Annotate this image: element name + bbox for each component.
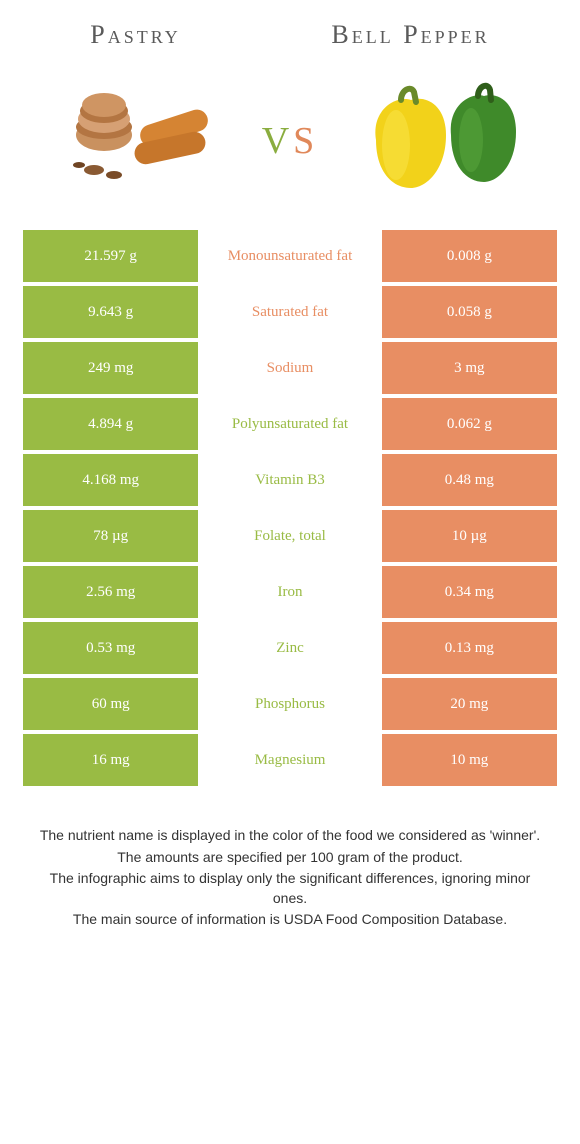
table-row: 4.894 gPolyunsaturated fat0.062 g bbox=[23, 398, 557, 450]
right-value: 0.058 g bbox=[382, 286, 557, 338]
left-value: 21.597 g bbox=[23, 230, 198, 282]
right-value: 10 µg bbox=[382, 510, 557, 562]
table-row: 249 mgSodium3 mg bbox=[23, 342, 557, 394]
header-row: Pastry Bell Pepper bbox=[15, 20, 565, 50]
right-value: 0.48 mg bbox=[382, 454, 557, 506]
footnote-line: The nutrient name is displayed in the co… bbox=[35, 826, 545, 846]
nutrient-label: Saturated fat bbox=[202, 286, 377, 338]
vs-label: vs bbox=[262, 104, 319, 166]
right-value: 0.062 g bbox=[382, 398, 557, 450]
footnote-line: The main source of information is USDA F… bbox=[35, 910, 545, 930]
right-value: 20 mg bbox=[382, 678, 557, 730]
nutrient-label: Zinc bbox=[202, 622, 377, 674]
left-value: 0.53 mg bbox=[23, 622, 198, 674]
footnote-line: The amounts are specified per 100 gram o… bbox=[35, 848, 545, 868]
table-row: 78 µgFolate, total10 µg bbox=[23, 510, 557, 562]
pastry-image bbox=[54, 70, 224, 200]
table-row: 60 mgPhosphorus20 mg bbox=[23, 678, 557, 730]
left-value: 9.643 g bbox=[23, 286, 198, 338]
left-value: 16 mg bbox=[23, 734, 198, 786]
right-food-title: Bell Pepper bbox=[331, 20, 489, 50]
nutrient-label: Folate, total bbox=[202, 510, 377, 562]
table-row: 4.168 mgVitamin B30.48 mg bbox=[23, 454, 557, 506]
left-value: 78 µg bbox=[23, 510, 198, 562]
right-value: 10 mg bbox=[382, 734, 557, 786]
comparison-table: 21.597 gMonounsaturated fat0.008 g9.643 … bbox=[15, 230, 565, 786]
left-value: 4.894 g bbox=[23, 398, 198, 450]
nutrient-label: Sodium bbox=[202, 342, 377, 394]
right-value: 0.008 g bbox=[382, 230, 557, 282]
right-value: 0.13 mg bbox=[382, 622, 557, 674]
nutrient-label: Magnesium bbox=[202, 734, 377, 786]
nutrient-label: Polyunsaturated fat bbox=[202, 398, 377, 450]
left-value: 2.56 mg bbox=[23, 566, 198, 618]
table-row: 2.56 mgIron0.34 mg bbox=[23, 566, 557, 618]
table-row: 21.597 gMonounsaturated fat0.008 g bbox=[23, 230, 557, 282]
left-value: 4.168 mg bbox=[23, 454, 198, 506]
table-row: 0.53 mgZinc0.13 mg bbox=[23, 622, 557, 674]
left-food-title: Pastry bbox=[90, 20, 180, 50]
nutrient-label: Monounsaturated fat bbox=[202, 230, 377, 282]
footnote-line: The infographic aims to display only the… bbox=[35, 869, 545, 908]
left-value: 60 mg bbox=[23, 678, 198, 730]
bell-pepper-image bbox=[356, 70, 526, 200]
nutrient-label: Vitamin B3 bbox=[202, 454, 377, 506]
right-value: 3 mg bbox=[382, 342, 557, 394]
table-row: 9.643 gSaturated fat0.058 g bbox=[23, 286, 557, 338]
images-row: vs bbox=[15, 70, 565, 200]
left-value: 249 mg bbox=[23, 342, 198, 394]
table-row: 16 mgMagnesium10 mg bbox=[23, 734, 557, 786]
footnotes: The nutrient name is displayed in the co… bbox=[15, 826, 565, 930]
vs-v: v bbox=[262, 105, 293, 165]
nutrient-label: Iron bbox=[202, 566, 377, 618]
nutrient-label: Phosphorus bbox=[202, 678, 377, 730]
vs-s: s bbox=[293, 105, 318, 165]
right-value: 0.34 mg bbox=[382, 566, 557, 618]
